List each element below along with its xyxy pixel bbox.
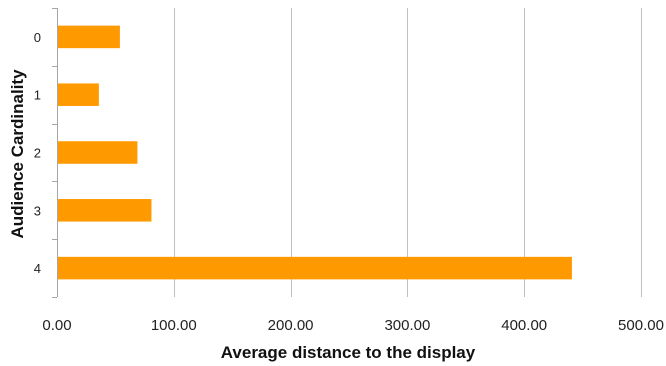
bar	[58, 141, 138, 164]
x-tick-label: 500.00	[618, 317, 664, 334]
y-tick-label: 3	[34, 203, 41, 218]
bar	[58, 25, 120, 49]
x-axis-title: Average distance to the display	[221, 343, 476, 362]
axes	[52, 8, 58, 298]
x-tick-labels: 0.00 100.00 200.00 300.00 400.00 500.00	[42, 317, 664, 334]
y-tick-label: 4	[34, 261, 41, 276]
bar	[58, 83, 99, 106]
x-tick-label: 300.00	[384, 317, 430, 334]
x-tick-label: 200.00	[268, 317, 314, 334]
gridlines	[174, 8, 642, 297]
bars	[58, 25, 572, 280]
y-tick-label: 0	[34, 30, 41, 45]
y-tick-labels: 0 1 2 3 4	[34, 30, 41, 276]
bar	[58, 199, 152, 222]
bar	[58, 256, 572, 280]
x-tick-label: 100.00	[151, 317, 197, 334]
y-tick-label: 2	[34, 146, 41, 161]
y-axis-title: Audience Cardinality	[8, 69, 27, 239]
x-tick-label: 0.00	[42, 317, 71, 334]
x-tick-label: 400.00	[501, 317, 547, 334]
y-tick-label: 1	[34, 88, 41, 103]
